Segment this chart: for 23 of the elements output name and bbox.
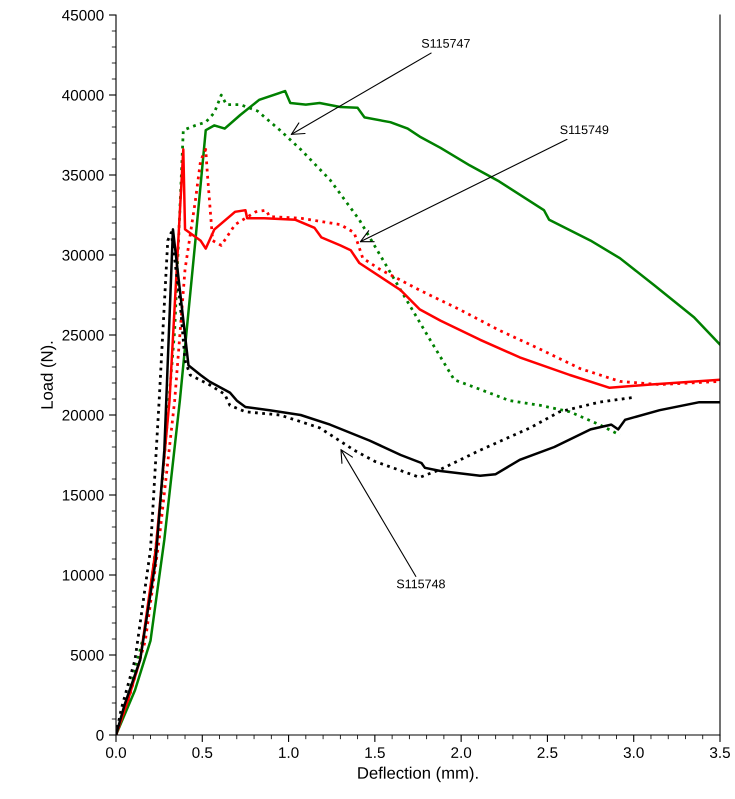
annotation: S115749 [560, 125, 608, 134]
y-axis-title: Load (N). [40, 342, 56, 408]
y-tick-label: 45000 [62, 10, 104, 21]
x-tick-label: 1.0 [279, 747, 299, 758]
x-tick-label: 3.5 [710, 747, 730, 758]
y-tick-label: 40000 [62, 90, 104, 101]
y-tick-label: 20000 [62, 410, 104, 421]
x-tick-label: 0.5 [192, 747, 212, 758]
y-tick-label: 5000 [70, 650, 104, 661]
x-tick-label: 2.0 [451, 747, 472, 758]
y-tick-label: 10000 [62, 570, 104, 581]
y-tick-label: 30000 [62, 250, 104, 261]
y-tick-label: 15000 [62, 490, 104, 501]
y-tick-label: 35000 [62, 170, 104, 181]
y-tick-label: 25000 [62, 330, 104, 341]
annotation: S115748 [396, 579, 445, 588]
annotation: S115747 [422, 38, 470, 48]
y-tick-label: 0 [96, 730, 104, 741]
x-tick-label: 3.0 [624, 747, 644, 758]
x-tick-label: 2.5 [538, 747, 558, 758]
x-tick-label: 0.0 [106, 747, 126, 758]
x-tick-label: 1.5 [365, 747, 385, 758]
x-axis-title: Deflection (mm). [358, 766, 478, 782]
